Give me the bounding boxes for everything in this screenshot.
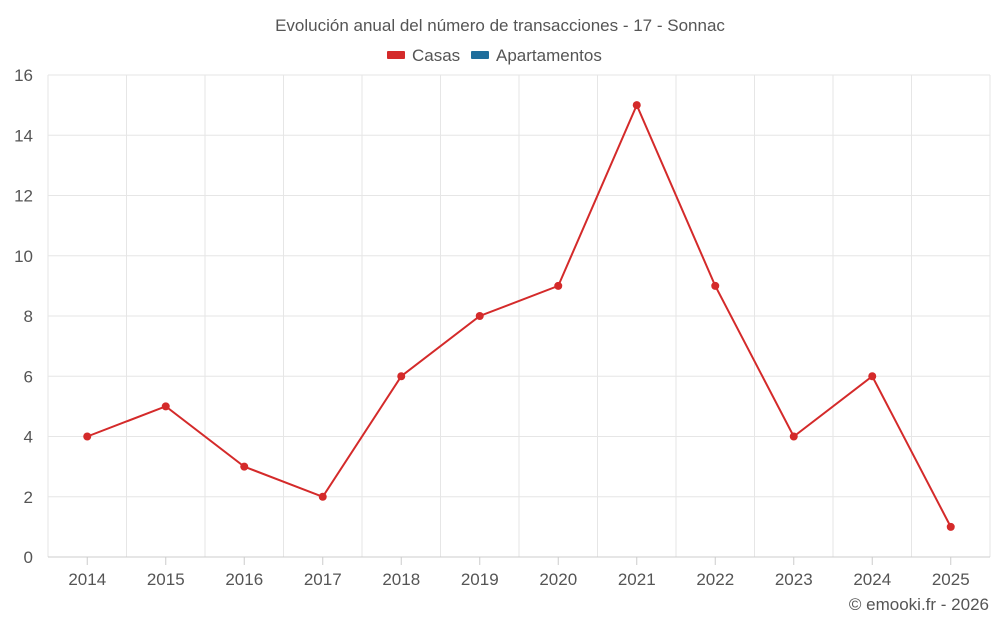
x-tick-label-2025: 2025: [932, 570, 970, 589]
x-tick-label-2016: 2016: [225, 570, 263, 589]
series-layer: [83, 101, 955, 531]
legend-swatch-apartamentos: [471, 51, 489, 59]
data-point-casas-2022[interactable]: [711, 281, 720, 290]
legend-swatch-casas: [387, 51, 405, 59]
legend-label-casas: Casas: [412, 46, 460, 65]
legend-item-casas[interactable]: Casas: [387, 46, 460, 65]
data-point-casas-2019[interactable]: [475, 312, 484, 320]
y-tick-label-14: 14: [14, 126, 33, 145]
y-tick-label-16: 16: [14, 66, 33, 85]
x-tick-label-2022: 2022: [696, 570, 734, 589]
x-tick-label-2024: 2024: [853, 570, 891, 589]
x-tick-label-2014: 2014: [68, 570, 106, 589]
legend-item-apartamentos[interactable]: Apartamentos: [471, 46, 602, 65]
y-tick-label-2: 2: [24, 488, 33, 507]
data-point-casas-2015[interactable]: [161, 402, 170, 411]
legend-label-apartamentos: Apartamentos: [496, 46, 602, 65]
x-tick-label-2015: 2015: [147, 570, 185, 589]
x-tick-label-2020: 2020: [539, 570, 577, 589]
x-tick-label-2023: 2023: [775, 570, 813, 589]
grid: [47, 74, 991, 557]
data-point-casas-2020[interactable]: [554, 281, 563, 290]
y-tick-label-8: 8: [24, 307, 33, 326]
data-point-casas-2025[interactable]: [946, 522, 955, 531]
x-axis: 2014 2015 2016 2017 2018 2019 2020 2021 2022 2023…: [48, 556, 990, 589]
credit-text[interactable]: © emooki.fr - 2026: [849, 595, 989, 614]
x-tick-label-2019: 2019: [461, 570, 499, 589]
x-tick-label-2021: 2021: [618, 570, 656, 589]
y-tick-label-6: 6: [24, 367, 33, 386]
data-point-casas-2021[interactable]: [632, 101, 641, 110]
data-point-casas-2024[interactable]: [868, 372, 877, 381]
y-tick-label-12: 12: [14, 187, 33, 206]
data-point-casas-2016[interactable]: [240, 462, 249, 471]
x-tick-label-2018: 2018: [382, 570, 420, 589]
y-tick-label-10: 10: [14, 247, 33, 266]
series-line-casas[interactable]: [86, 102, 952, 528]
legend: Casas Apartamentos: [387, 46, 602, 65]
y-tick-label-4: 4: [24, 428, 33, 447]
x-tick-label-2017: 2017: [304, 570, 342, 589]
data-point-casas-2023[interactable]: [789, 432, 798, 441]
data-point-casas-2014[interactable]: [83, 432, 92, 441]
y-tick-label-0: 0: [24, 548, 33, 567]
data-point-casas-2017[interactable]: [318, 492, 327, 501]
y-axis: 0 2 4 6 8 10 12 14 16: [14, 66, 33, 567]
data-point-casas-2018[interactable]: [397, 372, 406, 381]
chart-title: Evolución anual del número de transaccio…: [275, 16, 725, 35]
